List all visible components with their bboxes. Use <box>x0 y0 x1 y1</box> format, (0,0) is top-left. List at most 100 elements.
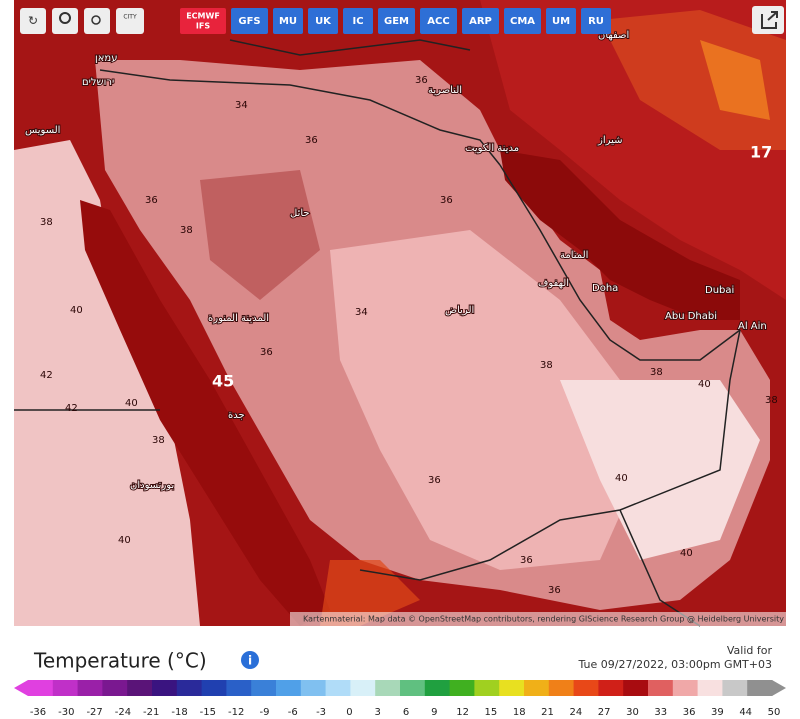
temp-label: 38 <box>180 225 193 236</box>
color-swatch <box>573 680 599 696</box>
color-swatch <box>722 680 748 696</box>
place-label: Al Ain <box>738 321 767 332</box>
desert-light <box>330 230 640 570</box>
place-label: Abu Dhabi <box>665 311 717 322</box>
colorbar-tick-label: -27 <box>86 707 102 718</box>
model-button[interactable] <box>546 8 576 34</box>
border <box>229 39 471 56</box>
location-icon <box>59 12 71 24</box>
colorbar-tick-label: -9 <box>259 707 269 718</box>
temp-label: 40 <box>70 305 83 316</box>
color-swatch <box>176 680 203 696</box>
land-west <box>14 140 200 626</box>
model-button[interactable] <box>273 8 303 34</box>
colorbar-tick-label: -15 <box>200 707 216 718</box>
colorbar-tick-label: -21 <box>143 707 159 718</box>
color-swatch <box>375 680 401 696</box>
legend: Temperature (°C) i Valid for Tue 09/27/2… <box>14 644 786 718</box>
red-sea <box>80 200 330 626</box>
color-swatch <box>226 680 252 696</box>
model-button[interactable] <box>231 8 268 34</box>
model-label: ACC <box>427 16 449 27</box>
colorbar-tick-label: 33 <box>654 707 667 718</box>
model-button[interactable] <box>420 8 457 34</box>
colorbar-tick-label: -24 <box>115 707 131 718</box>
color-swatch <box>747 680 773 696</box>
colorbar-tick-label: 39 <box>711 707 724 718</box>
place-label: مدينة الكويت <box>465 143 519 154</box>
place-label: بورتسودان <box>130 480 174 491</box>
color-swatch <box>77 680 103 696</box>
colorbar-tick-label: 0 <box>346 707 352 718</box>
colorbar-tick-label: 12 <box>456 707 469 718</box>
colorbar-tick-label: 15 <box>485 707 498 718</box>
color-swatch <box>400 680 426 696</box>
model-label: UK <box>315 16 332 27</box>
highland <box>200 170 320 300</box>
colorbar-end <box>772 680 786 696</box>
color-swatch <box>524 680 550 696</box>
color-swatch <box>28 680 54 696</box>
model-label: RU <box>588 16 604 27</box>
temp-label: 40 <box>125 398 138 409</box>
reset-button[interactable] <box>20 8 46 34</box>
temp-label: 40 <box>118 535 131 546</box>
warm-patch <box>600 10 786 150</box>
persian-gulf <box>500 150 740 320</box>
model-button-active[interactable] <box>180 8 226 34</box>
temp-label: 38 <box>650 367 663 378</box>
valid-time: Tue 09/27/2022, 03:00pm GMT+03 <box>577 658 772 671</box>
place-label: ירושלים <box>82 77 114 88</box>
temp-label: 36 <box>305 135 318 146</box>
model-button[interactable] <box>462 8 499 34</box>
color-swatch <box>152 680 178 696</box>
colorbar-tick-label: 9 <box>431 707 437 718</box>
model-label: UM <box>552 16 570 27</box>
temp-label: 38 <box>40 217 53 228</box>
model-label: ECMWF <box>186 12 220 21</box>
model-label: IC <box>352 16 363 27</box>
attribution-bg <box>290 612 786 626</box>
color-swatch <box>672 680 699 696</box>
colorbar-tick-label: -30 <box>58 707 74 718</box>
place-label: الرياض <box>445 305 474 316</box>
colorbar-tick-label: 21 <box>541 707 554 718</box>
place-label: المنامة <box>560 250 588 261</box>
zoom-button[interactable] <box>84 8 110 34</box>
temp-label: 38 <box>765 395 778 406</box>
toolbar: ↻ CITY ECMWF IFS GFS MU UK IC GEM ACC ARP CMA UM… <box>20 6 784 34</box>
model-label: GFS <box>238 16 260 27</box>
zoom-icon <box>91 15 101 25</box>
temp-label: 36 <box>548 585 561 596</box>
warm-patch <box>700 40 770 120</box>
info-icon: i <box>248 654 252 668</box>
colorbar-tick-label: -36 <box>30 707 46 718</box>
location-button[interactable] <box>52 8 78 34</box>
temp-label: 38 <box>152 435 165 446</box>
info-button[interactable] <box>241 651 259 669</box>
place-label: جدة <box>228 410 245 421</box>
temp-label: 36 <box>415 75 428 86</box>
attribution: Kartenmaterial: Map data © OpenStreetMap… <box>303 615 784 624</box>
colorbar-tick-label: 27 <box>598 707 611 718</box>
map[interactable]: 36 36 34 38 36 38 40 36 34 36 38 40 38 4… <box>14 0 786 627</box>
model-button[interactable] <box>504 8 541 34</box>
color-swatch <box>697 680 723 696</box>
temp-label: 36 <box>520 555 533 566</box>
temp-label: 17 <box>750 143 772 162</box>
color-swatch <box>52 680 79 696</box>
color-swatch <box>598 680 624 696</box>
valid-label: Valid for <box>727 644 773 657</box>
desert-lightest <box>560 380 760 560</box>
temp-label: 36 <box>260 347 273 358</box>
colorbar-tick-label: 36 <box>683 707 696 718</box>
model-label: MU <box>279 16 297 27</box>
model-button[interactable] <box>308 8 338 34</box>
model-button[interactable] <box>343 8 373 34</box>
model-button[interactable] <box>378 8 415 34</box>
city-button[interactable] <box>116 8 144 34</box>
place-label: حائل <box>290 208 310 219</box>
temp-label: 40 <box>680 548 693 559</box>
model-button[interactable] <box>581 8 611 34</box>
